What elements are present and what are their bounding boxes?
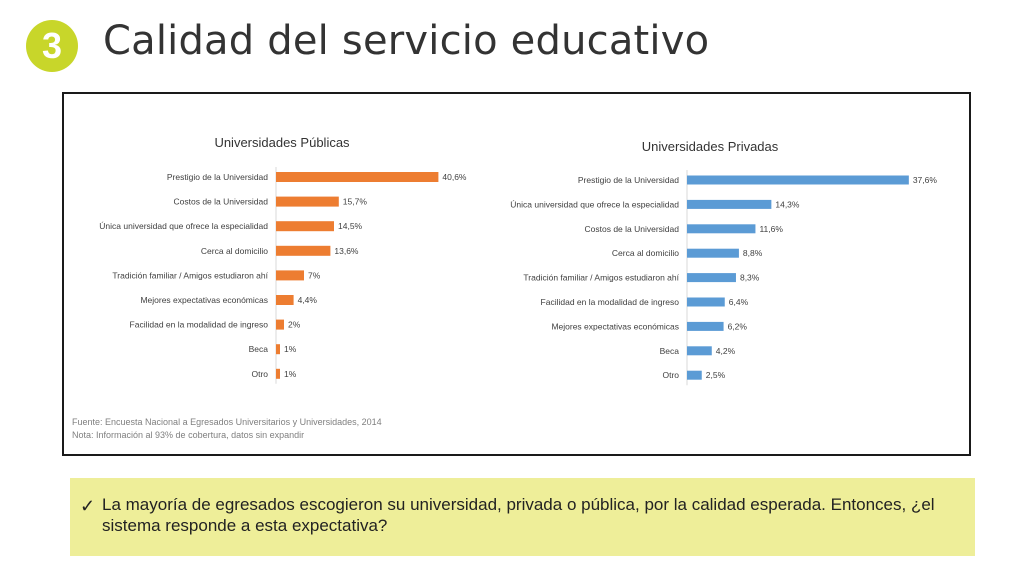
private-data-label: 8,8% — [743, 248, 763, 258]
public-category-label: Tradición familiar / Amigos estudiaron a… — [112, 270, 268, 280]
private-bar — [687, 199, 772, 209]
public-data-label: 13,6% — [334, 246, 359, 256]
private-data-label: 2,5% — [706, 370, 726, 380]
private-bar — [687, 224, 756, 234]
public-data-label: 1% — [284, 369, 297, 379]
public-category-label: Única universidad que ofrece la especial… — [99, 221, 268, 231]
public-data-label: 15,7% — [343, 197, 368, 207]
private-bar — [687, 346, 712, 356]
page-title: Calidad del servicio educativo — [103, 18, 710, 64]
private-bar — [687, 297, 725, 307]
chart-frame: Universidades Públicas Prestigio de la Un… — [62, 92, 971, 456]
public-bar — [276, 245, 331, 256]
private-category-label: Facilidad en la modalidad de ingreso — [541, 297, 680, 307]
public-category-label: Cerca al domicilio — [201, 246, 268, 256]
public-data-label: 7% — [308, 270, 321, 280]
private-category-label: Prestigio de la Universidad — [578, 175, 679, 185]
private-category-label: Mejores expectativas económicas — [551, 321, 679, 331]
public-category-label: Costos de la Universidad — [174, 197, 269, 207]
private-bar — [687, 273, 736, 283]
private-chart-title: Universidades Privadas — [642, 139, 779, 154]
private-category-label: Cerca al domicilio — [612, 248, 679, 258]
check-icon: ✓ — [80, 496, 96, 516]
public-bar — [276, 196, 339, 207]
public-bar — [276, 295, 294, 305]
public-category-label: Prestigio de la Universidad — [167, 172, 268, 182]
private-data-label: 8,3% — [740, 273, 760, 283]
public-category-label: Facilidad en la modalidad de ingreso — [130, 320, 269, 330]
public-bar — [276, 368, 280, 379]
public-bar — [276, 221, 334, 232]
private-data-label: 37,6% — [913, 175, 938, 185]
charts-canvas: Universidades Públicas Prestigio de la Un… — [99, 135, 938, 386]
footnote-source: Fuente: Encuesta Nacional a Egresados Un… — [72, 417, 382, 427]
conclusion-box: ✓ La mayoría de egresados escogieron su … — [70, 478, 975, 556]
public-category-label: Otro — [251, 369, 268, 379]
private-data-label: 4,2% — [716, 346, 736, 356]
private-category-label: Beca — [660, 346, 680, 356]
private-data-label: 14,3% — [775, 199, 800, 209]
public-bar — [276, 319, 284, 330]
public-data-label: 14,5% — [338, 221, 363, 231]
public-bar — [276, 172, 439, 182]
public-bar — [276, 344, 280, 355]
footnote-note: Nota: Información al 93% de cobertura, d… — [72, 430, 305, 440]
private-bar — [687, 175, 909, 185]
private-bar — [687, 370, 702, 380]
public-bar — [276, 270, 304, 281]
public-data-label: 1% — [284, 344, 297, 354]
public-category-label: Mejores expectativas económicas — [140, 295, 268, 305]
public-data-label: 4,4% — [298, 295, 318, 305]
slide-number-badge: 3 — [26, 20, 78, 72]
public-data-label: 40,6% — [442, 172, 467, 182]
private-category-label: Única universidad que ofrece la especial… — [510, 199, 679, 209]
private-data-label: 6,2% — [728, 321, 748, 331]
private-category-label: Otro — [662, 370, 679, 380]
public-data-label: 2% — [288, 320, 301, 330]
private-data-label: 6,4% — [729, 297, 749, 307]
conclusion-text: La mayoría de egresados escogieron su un… — [102, 495, 935, 535]
private-category-label: Tradición familiar / Amigos estudiaron a… — [523, 273, 679, 283]
public-chart-title: Universidades Públicas — [214, 135, 350, 150]
private-data-label: 11,6% — [759, 224, 783, 234]
private-bar — [687, 248, 739, 258]
private-bar — [687, 321, 724, 331]
public-category-label: Beca — [249, 344, 269, 354]
private-category-label: Costos de la Universidad — [585, 224, 680, 234]
